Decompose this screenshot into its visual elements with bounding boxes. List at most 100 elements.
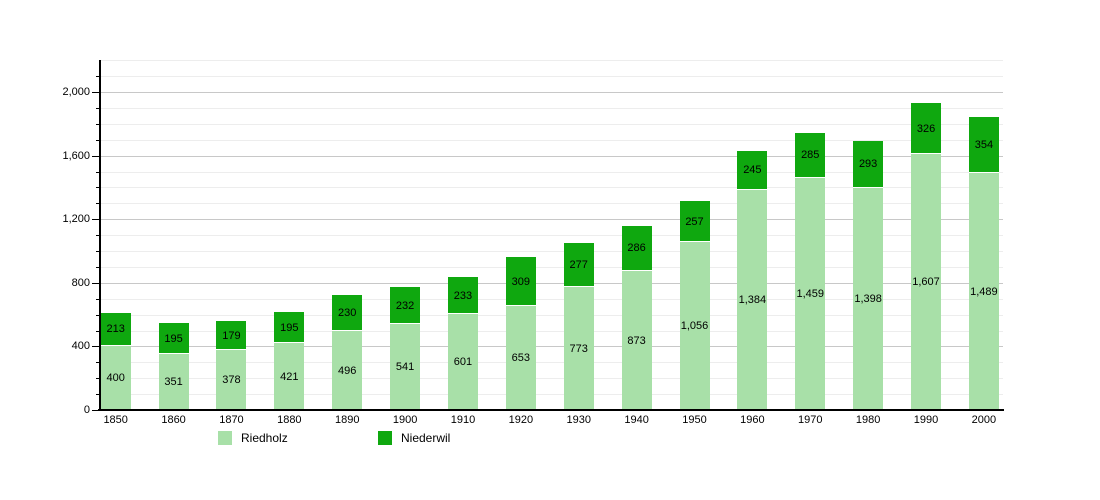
- x-tick-label: 1980: [855, 414, 881, 426]
- y-tick-label: 800: [71, 276, 90, 289]
- bar-value-niederwil: 326: [916, 122, 936, 135]
- y-tick-minor: [96, 314, 100, 316]
- bar-value-niederwil: 285: [801, 149, 820, 162]
- bar-value-niederwil: 213: [106, 323, 125, 336]
- bar-value-riedholz: 1,398: [854, 292, 882, 305]
- minor-gridline: [100, 330, 1003, 332]
- x-tick-label: 1930: [566, 414, 591, 426]
- bar-value-niederwil: 195: [280, 321, 299, 334]
- bar-value-riedholz: 1,489: [970, 285, 998, 298]
- legend-label-niederwil: Niederwil: [401, 431, 451, 445]
- bar-segment-niederwil: [158, 323, 189, 355]
- y-tick-major: [92, 346, 100, 348]
- bar-segment-niederwil: [679, 201, 710, 243]
- bar-value-niederwil: 233: [453, 289, 473, 302]
- y-tick-minor: [96, 378, 100, 380]
- y-tick-minor: [96, 76, 100, 78]
- bar-segment-niederwil: [911, 102, 942, 155]
- major-gridline: [100, 92, 1003, 93]
- bar-segment-niederwil: [100, 312, 131, 347]
- plot-area: 400 213 351 195 378 179 421 195 496 230 541 232 601 2…: [100, 60, 1003, 410]
- bar-segment-niederwil: [737, 150, 768, 190]
- x-axis-line: [98, 409, 1004, 411]
- bar-value-niederwil: 230: [338, 306, 357, 319]
- bar-segment-niederwil: [968, 116, 999, 174]
- bar-value-niederwil: 179: [222, 329, 241, 342]
- bar-segment-riedholz: [795, 178, 826, 410]
- y-tick-label: 400: [71, 340, 90, 353]
- major-gridline: [100, 282, 1003, 284]
- bar-segment-niederwil: [795, 132, 826, 179]
- bar-segment-niederwil: [216, 321, 247, 350]
- bar-segment-riedholz: [100, 346, 131, 410]
- bar-segment-riedholz: [216, 349, 247, 410]
- bar-segment-niederwil: [447, 277, 478, 315]
- x-tick-label: 1850: [103, 414, 128, 426]
- legend: Riedholz Niederwil: [0, 430, 1100, 450]
- bar-value-niederwil: 232: [395, 299, 415, 312]
- y-tick-minor: [96, 251, 100, 252]
- bar-value-niederwil: 245: [743, 164, 762, 177]
- bar-segment-niederwil: [332, 294, 363, 332]
- legend-swatch-riedholz: [218, 431, 232, 445]
- bar-value-niederwil: 354: [974, 139, 994, 152]
- major-gridline: [100, 155, 1003, 157]
- bar-value-riedholz: 601: [453, 356, 473, 369]
- x-tick-label: 1920: [508, 414, 534, 426]
- y-tick-minor: [96, 266, 100, 268]
- minor-gridline: [100, 107, 1003, 109]
- bar-value-riedholz: 541: [395, 360, 415, 373]
- bar-segment-riedholz: [332, 331, 363, 410]
- y-tick-minor: [96, 203, 100, 205]
- minor-gridline: [100, 171, 1003, 173]
- y-tick-label: 0: [83, 404, 90, 416]
- bar-value-niederwil: 257: [685, 215, 704, 228]
- minor-gridline: [100, 251, 1003, 252]
- bar-segment-niederwil: [274, 312, 305, 344]
- bar-value-riedholz: 1,459: [796, 288, 825, 300]
- legend-label-riedholz: Riedholz: [241, 431, 288, 445]
- bar-segment-riedholz: [679, 242, 710, 410]
- y-tick-minor: [96, 394, 100, 396]
- y-tick-label: 1,600: [62, 149, 90, 162]
- y-tick-major: [92, 92, 100, 93]
- bar-segment-riedholz: [505, 306, 536, 410]
- bar-value-riedholz: 1,607: [912, 276, 940, 289]
- minor-gridline: [100, 76, 1003, 78]
- bar-segment-niederwil: [390, 287, 421, 324]
- bar-value-niederwil: 286: [627, 242, 646, 255]
- minor-gridline: [100, 314, 1003, 316]
- bar-value-niederwil: 277: [569, 259, 588, 272]
- legend-item-niederwil: Niederwil: [378, 430, 450, 446]
- y-tick-minor: [96, 123, 100, 125]
- bar-segment-niederwil: [853, 141, 884, 188]
- minor-gridline: [100, 187, 1003, 189]
- y-tick-minor: [96, 171, 100, 173]
- y-tick-minor: [96, 298, 100, 300]
- x-tick-label: 1990: [913, 414, 939, 426]
- x-tick-label: 1910: [450, 414, 476, 426]
- bar-value-niederwil: 309: [511, 275, 531, 288]
- bar-value-niederwil: 293: [858, 158, 878, 171]
- bar-segment-riedholz: [274, 343, 305, 410]
- y-tick-minor: [96, 330, 100, 332]
- y-tick-minor: [96, 139, 100, 141]
- bar-segment-riedholz: [853, 187, 884, 410]
- bar-segment-niederwil: [621, 225, 652, 272]
- minor-gridline: [100, 139, 1003, 141]
- x-tick-label: 1880: [277, 414, 302, 426]
- bar-segment-riedholz: [563, 287, 594, 410]
- y-tick-minor: [96, 235, 100, 237]
- bar-segment-niederwil: [563, 243, 594, 288]
- x-tick-label: 2000: [971, 414, 997, 426]
- y-tick-minor: [96, 107, 100, 109]
- bar-value-riedholz: 378: [222, 373, 241, 386]
- x-tick-label: 1900: [392, 414, 418, 426]
- bar-value-riedholz: 773: [569, 342, 588, 355]
- bar-segment-riedholz: [158, 354, 189, 410]
- bar-segment-riedholz: [911, 154, 942, 410]
- y-tick-major: [92, 410, 100, 411]
- bar-segment-riedholz: [447, 314, 478, 410]
- major-gridline: [100, 219, 1003, 221]
